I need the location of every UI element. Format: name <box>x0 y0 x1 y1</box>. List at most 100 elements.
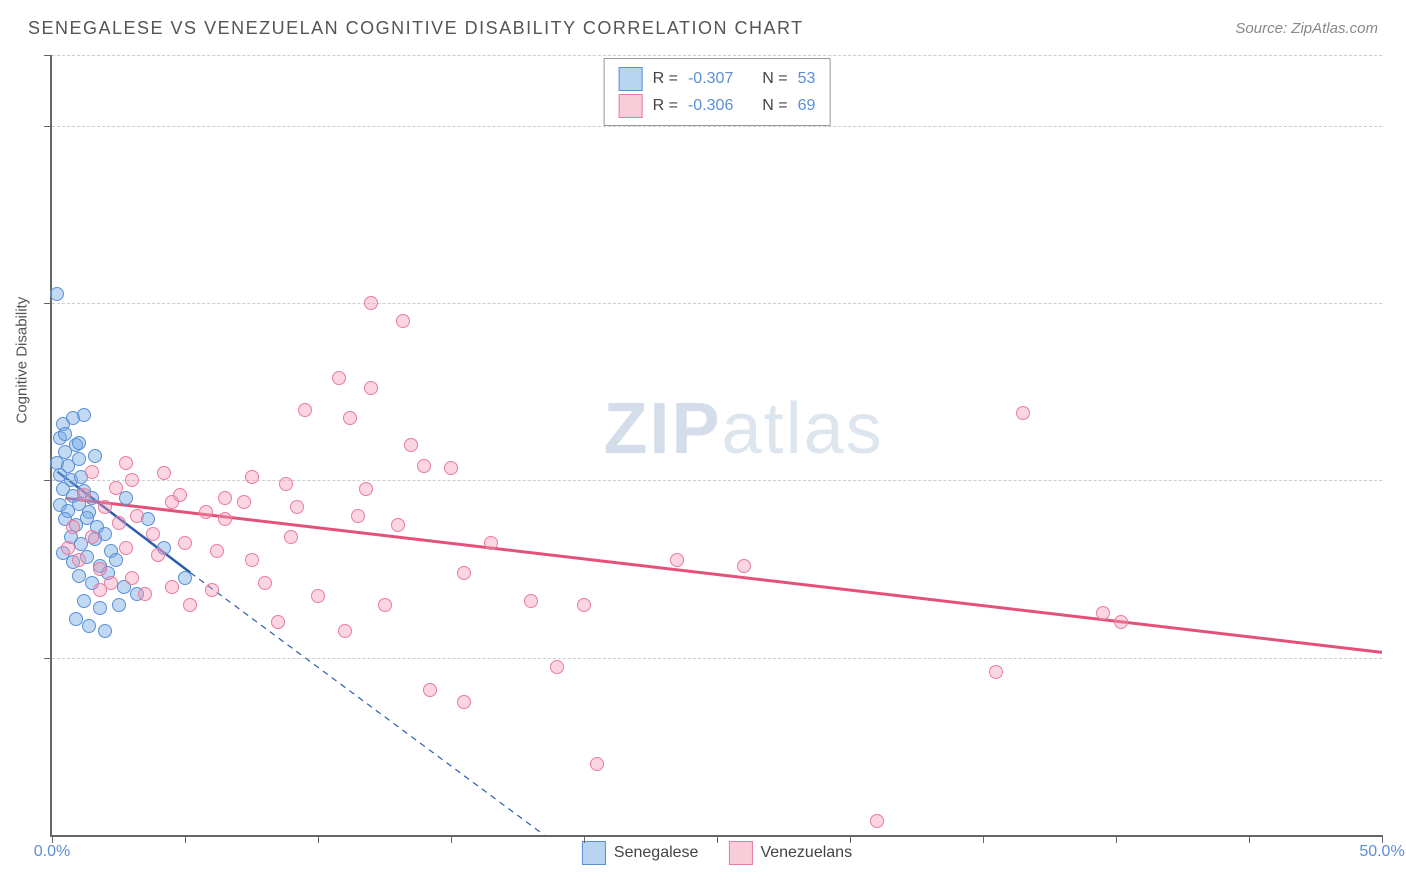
marker-senegalese <box>50 287 64 301</box>
marker-venezuelans <box>245 553 259 567</box>
marker-venezuelans <box>484 536 498 550</box>
marker-venezuelans <box>404 438 418 452</box>
trend-line-venezuelans <box>65 498 1382 652</box>
chart-header: SENEGALESE VS VENEZUELAN COGNITIVE DISAB… <box>28 18 1378 39</box>
marker-venezuelans <box>72 553 86 567</box>
marker-venezuelans <box>218 512 232 526</box>
marker-venezuelans <box>351 509 365 523</box>
marker-venezuelans <box>85 530 99 544</box>
marker-venezuelans <box>183 598 197 612</box>
marker-venezuelans <box>146 527 160 541</box>
marker-venezuelans <box>311 589 325 603</box>
marker-venezuelans <box>199 505 213 519</box>
marker-venezuelans <box>870 814 884 828</box>
marker-venezuelans <box>590 757 604 771</box>
y-axis-label: Cognitive Disability <box>14 297 31 424</box>
marker-venezuelans <box>364 381 378 395</box>
marker-senegalese <box>93 601 107 615</box>
marker-venezuelans <box>423 683 437 697</box>
marker-venezuelans <box>279 477 293 491</box>
marker-venezuelans <box>210 544 224 558</box>
marker-senegalese <box>109 553 123 567</box>
marker-venezuelans <box>343 411 357 425</box>
marker-senegalese <box>58 427 72 441</box>
y-tick <box>44 303 52 304</box>
gridline <box>52 303 1382 304</box>
marker-venezuelans <box>332 371 346 385</box>
marker-venezuelans <box>98 500 112 514</box>
marker-venezuelans <box>66 520 80 534</box>
marker-venezuelans <box>444 461 458 475</box>
marker-venezuelans <box>457 695 471 709</box>
marker-senegalese <box>119 491 133 505</box>
x-tick <box>1116 835 1117 843</box>
gridline <box>52 55 1382 56</box>
marker-venezuelans <box>417 459 431 473</box>
marker-venezuelans <box>338 624 352 638</box>
x-tick-label: 0.0% <box>34 843 70 861</box>
x-tick <box>983 835 984 843</box>
marker-venezuelans <box>61 541 75 555</box>
marker-venezuelans <box>284 530 298 544</box>
legend-stats: R = -0.307 N = 53 R = -0.306 N = 69 <box>604 58 831 126</box>
marker-senegalese <box>178 571 192 585</box>
marker-senegalese <box>77 594 91 608</box>
marker-senegalese <box>82 619 96 633</box>
marker-venezuelans <box>670 553 684 567</box>
marker-senegalese <box>72 569 86 583</box>
marker-venezuelans <box>1016 406 1030 420</box>
legend-swatch-0 <box>619 67 643 91</box>
x-tick <box>451 835 452 843</box>
marker-venezuelans <box>364 296 378 310</box>
marker-venezuelans <box>524 594 538 608</box>
marker-venezuelans <box>550 660 564 674</box>
legend-stats-row-0: R = -0.307 N = 53 <box>619 65 816 92</box>
plot-area: Cognitive Disability ZIPatlas R = -0.307… <box>50 55 1382 837</box>
marker-venezuelans <box>989 665 1003 679</box>
marker-venezuelans <box>109 481 123 495</box>
y-tick <box>44 658 52 659</box>
marker-venezuelans <box>125 473 139 487</box>
marker-venezuelans <box>359 482 373 496</box>
x-tick <box>185 835 186 843</box>
marker-venezuelans <box>577 598 591 612</box>
marker-venezuelans <box>391 518 405 532</box>
marker-senegalese <box>98 624 112 638</box>
y-tick <box>44 126 52 127</box>
y-tick <box>44 480 52 481</box>
legend-swatch-1 <box>619 94 643 118</box>
marker-venezuelans <box>77 488 91 502</box>
marker-venezuelans <box>85 465 99 479</box>
x-tick <box>850 835 851 843</box>
marker-venezuelans <box>157 466 171 480</box>
legend-item-senegalese: Senegalese <box>582 841 699 865</box>
watermark: ZIPatlas <box>604 388 884 470</box>
marker-venezuelans <box>457 566 471 580</box>
chart-title: SENEGALESE VS VENEZUELAN COGNITIVE DISAB… <box>28 18 804 39</box>
x-tick <box>1382 835 1383 843</box>
legend-swatch-senegalese <box>582 841 606 865</box>
marker-venezuelans <box>93 583 107 597</box>
marker-venezuelans <box>1114 615 1128 629</box>
marker-senegalese <box>72 452 86 466</box>
x-tick-label: 50.0% <box>1359 843 1404 861</box>
x-tick <box>717 835 718 843</box>
marker-senegalese <box>69 612 83 626</box>
marker-senegalese <box>77 408 91 422</box>
legend-stats-row-1: R = -0.306 N = 69 <box>619 92 816 119</box>
marker-venezuelans <box>151 548 165 562</box>
marker-venezuelans <box>178 536 192 550</box>
x-tick <box>1249 835 1250 843</box>
marker-venezuelans <box>138 587 152 601</box>
marker-venezuelans <box>271 615 285 629</box>
legend-item-venezuelans: Venezuelans <box>728 841 852 865</box>
legend-series: Senegalese Venezuelans <box>582 841 852 865</box>
marker-venezuelans <box>218 491 232 505</box>
marker-venezuelans <box>378 598 392 612</box>
gridline <box>52 126 1382 127</box>
legend-swatch-venezuelans <box>728 841 752 865</box>
marker-venezuelans <box>290 500 304 514</box>
marker-venezuelans <box>205 583 219 597</box>
marker-venezuelans <box>112 516 126 530</box>
trend-line-dash-senegalese <box>190 573 544 835</box>
